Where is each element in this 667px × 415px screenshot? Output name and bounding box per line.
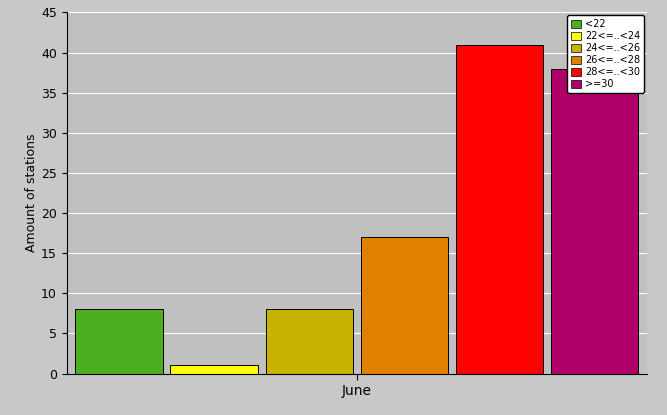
- Legend: <22, 22<=..<24, 24<=..<26, 26<=..<28, 28<=..<30, >=30: <22, 22<=..<24, 24<=..<26, 26<=..<28, 28…: [568, 15, 644, 93]
- Y-axis label: Amount of stations: Amount of stations: [25, 134, 38, 252]
- Bar: [170, 366, 258, 374]
- Bar: [361, 237, 448, 374]
- Bar: [456, 44, 544, 374]
- Bar: [75, 309, 163, 374]
- Bar: [265, 309, 353, 374]
- Bar: [551, 68, 638, 374]
